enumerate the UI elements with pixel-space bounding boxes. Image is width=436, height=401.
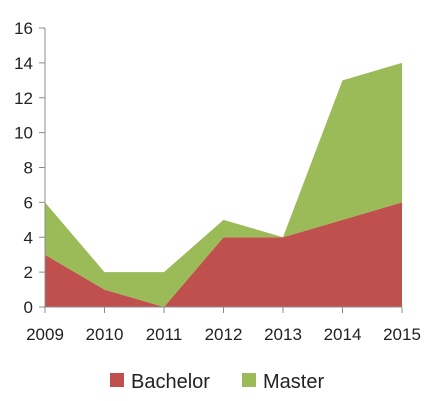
y-tick-label: 14	[14, 54, 33, 73]
y-tick-label: 4	[24, 228, 33, 247]
x-tick-label: 2013	[264, 325, 302, 344]
y-axis-ticks: 0 2 4 6 8 10 12 14 16	[14, 19, 45, 317]
area-series-bachelor	[45, 202, 402, 307]
y-tick-label: 0	[24, 298, 33, 317]
x-tick-label: 2012	[205, 325, 243, 344]
x-tick-label: 2014	[324, 325, 362, 344]
plot-area	[45, 62, 402, 307]
y-tick-label: 10	[14, 124, 33, 143]
x-tick-label: 2015	[383, 325, 421, 344]
y-tick-label: 12	[14, 89, 33, 108]
legend-swatch-bachelor	[110, 373, 124, 387]
x-tick-label: 2010	[86, 325, 124, 344]
y-tick-label: 2	[24, 263, 33, 282]
y-tick-label: 8	[24, 159, 33, 178]
legend-swatch-master	[242, 373, 256, 387]
area-series-master	[45, 62, 402, 307]
x-tick-label: 2009	[26, 325, 64, 344]
x-axis-ticks: 2009 2010 2011 2012 2013 2014 2015	[26, 307, 421, 344]
y-tick-label: 16	[14, 19, 33, 38]
y-tick-label: 6	[24, 193, 33, 212]
x-tick-label: 2011	[146, 325, 183, 344]
legend-label-master: Master	[263, 371, 324, 393]
legend: Bachelor Master	[110, 371, 324, 393]
legend-label-bachelor: Bachelor	[131, 371, 210, 393]
